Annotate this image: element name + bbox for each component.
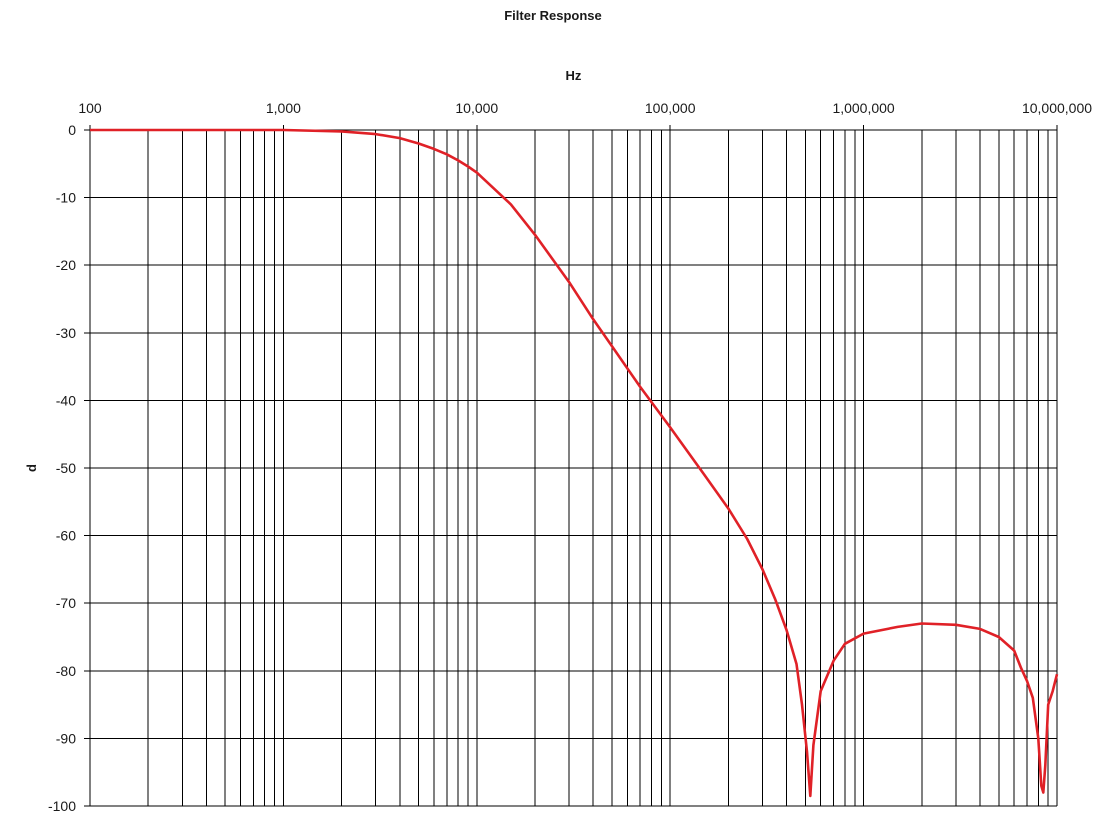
y-tick-label: -80	[56, 663, 76, 679]
x-axis-label: Hz	[566, 68, 582, 83]
x-tick-label: 1,000,000	[832, 100, 894, 116]
x-tick-label: 100,000	[645, 100, 696, 116]
y-tick-label: -50	[56, 460, 76, 476]
x-tick-label: 1,000	[266, 100, 301, 116]
axes	[84, 125, 1058, 807]
y-tick-label: -100	[48, 798, 76, 814]
x-tick-label: 10,000	[455, 100, 498, 116]
x-tick-label: 10,000,000	[1022, 100, 1092, 116]
y-axis-label: d	[24, 464, 39, 472]
series-layer	[90, 128, 1059, 798]
y-tick-label: -10	[56, 190, 76, 206]
x-tick-label: 100	[78, 100, 102, 116]
y-tick-label: -70	[56, 595, 76, 611]
y-tick-label: -90	[56, 730, 76, 746]
y-tick-label: -60	[56, 528, 76, 544]
tick-labels: 100 1,000 10,000 100,000 1,000,000 10,000,000…	[48, 100, 1092, 814]
y-tick-label: -30	[56, 325, 76, 341]
grid	[89, 129, 1058, 807]
chart-title: Filter Response	[504, 8, 602, 23]
y-tick-label: -20	[56, 257, 76, 273]
series-line	[90, 128, 1059, 798]
y-tick-label: 0	[68, 122, 76, 138]
y-tick-label: -40	[56, 392, 76, 408]
